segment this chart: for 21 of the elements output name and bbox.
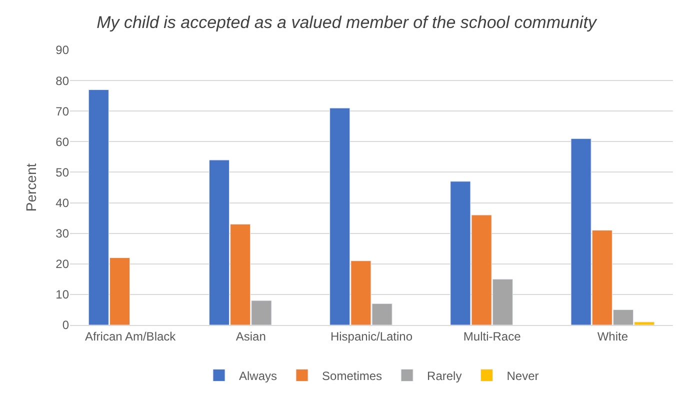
y-tick-label: 90 [56,43,70,58]
y-tick-label: 30 [56,226,70,241]
y-tick-label: 10 [56,288,70,302]
legend-label: Always [239,368,278,383]
y-tick-label: 80 [56,74,70,88]
legend-label: Never [506,368,539,383]
x-tick-label: Multi-Race [463,329,522,344]
legend-label: Sometimes [322,368,382,383]
y-tick-label: 60 [56,134,70,149]
y-tick-label: 0 [62,318,70,332]
x-tick-label: White [597,329,628,344]
y-axis-title: Percent [23,163,40,212]
y-tick-label: 40 [56,196,70,210]
y-tick-label: 50 [56,165,70,180]
chart-title: My child is accepted as a valued member of the school community [96,12,598,32]
x-tick-label: Hispanic/Latino [330,329,413,344]
x-tick-label: African Am/Black [84,329,177,344]
x-tick-label: Asian [236,329,266,344]
y-tick-label: 70 [56,104,70,118]
y-tick-label: 20 [56,257,70,272]
legend-label: Rarely [427,368,462,383]
